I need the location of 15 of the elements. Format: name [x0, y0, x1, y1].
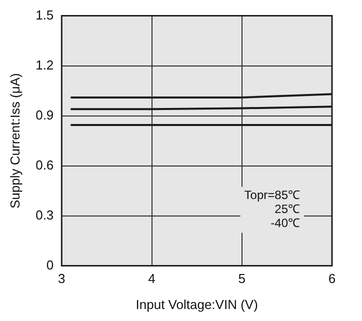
annotation: Topr=85℃ [244, 188, 300, 202]
x-tick-label: 6 [328, 271, 336, 286]
x-tick-label: 3 [58, 271, 66, 286]
x-axis-title: Input Voltage:VIN (V) [136, 296, 258, 312]
y-tick-label: 1.5 [36, 7, 54, 22]
y-tick-label: 1.2 [36, 57, 54, 72]
x-tick-label: 4 [148, 271, 156, 286]
y-tick-label: 0.9 [36, 107, 54, 122]
y-tick-label: 0.6 [36, 157, 54, 172]
x-tick-label: 5 [238, 271, 246, 286]
annotation: -40℃ [270, 216, 300, 230]
y-tick-label: 0 [46, 257, 54, 272]
y-axis-title: Supply Current:Iss (μA) [7, 73, 22, 208]
y-tick-label: 0.3 [36, 207, 54, 222]
annotation: 25℃ [274, 202, 300, 216]
